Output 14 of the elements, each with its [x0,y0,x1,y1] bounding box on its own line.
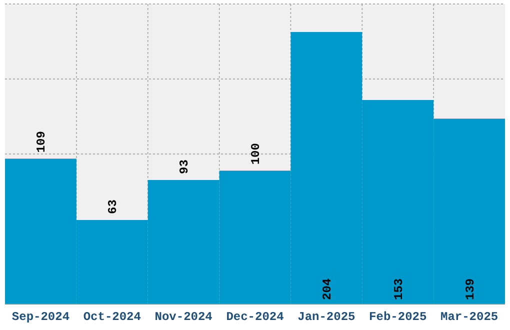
x-tick-label: Feb-2025 [369,310,427,324]
x-tick-label: Dec-2024 [226,310,284,324]
data-label: 100 [249,143,263,165]
data-label: 204 [320,278,334,300]
x-tick-label: Nov-2024 [154,310,212,324]
x-tick-label: Jan-2025 [298,310,356,324]
data-label: 153 [392,278,406,300]
data-label: 109 [34,131,49,153]
data-label: 139 [463,278,478,300]
x-tick-label: Sep-2024 [12,310,70,324]
data-label: 93 [178,160,192,174]
x-tick-label: Mar-2025 [440,310,498,324]
data-label: 63 [106,200,120,214]
x-tick-label: Oct-2024 [83,310,141,324]
